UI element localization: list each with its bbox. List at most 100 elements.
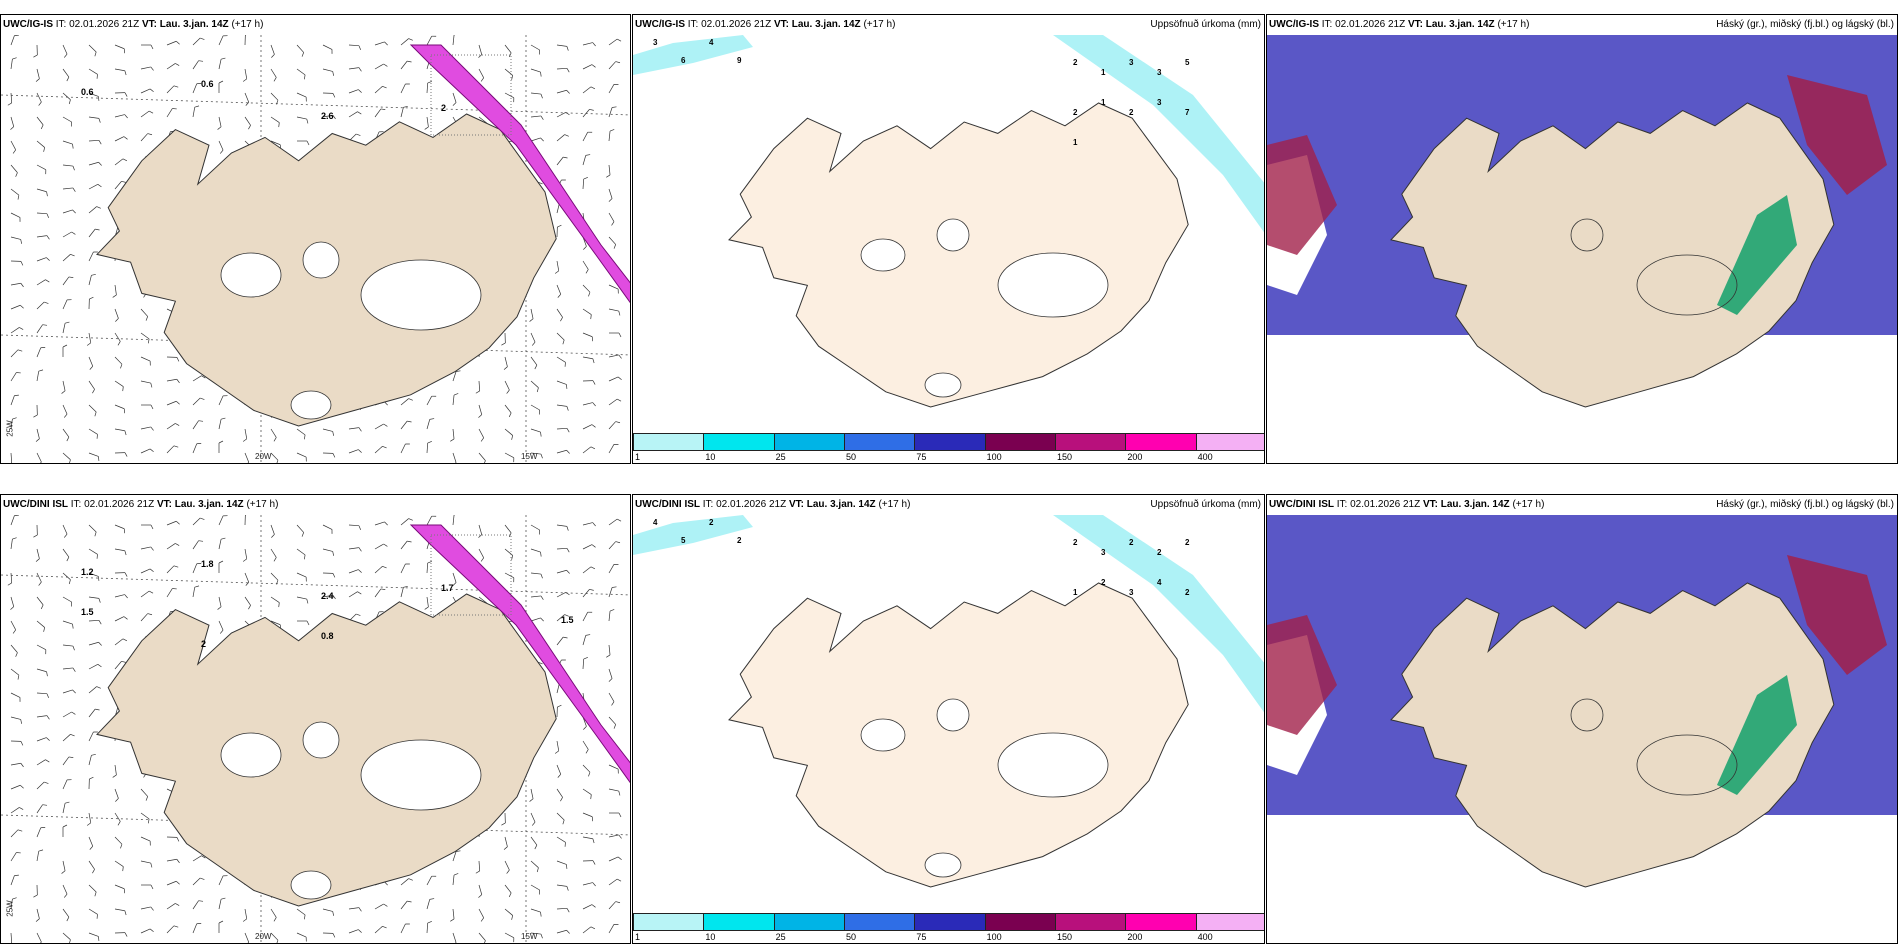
colorbar-swatch bbox=[1125, 433, 1197, 451]
colorbar-swatch bbox=[703, 913, 775, 931]
wind-barb bbox=[608, 541, 621, 550]
wind-barb bbox=[400, 540, 412, 550]
wind-barb bbox=[36, 620, 46, 632]
wind-barb bbox=[62, 908, 70, 922]
wind-barb bbox=[374, 85, 387, 94]
wind-barb bbox=[166, 858, 180, 864]
wind-speed-label: 2 bbox=[201, 639, 206, 649]
wind-barb bbox=[530, 356, 538, 370]
wind-barb bbox=[556, 547, 570, 553]
wind-barb bbox=[10, 349, 23, 358]
wind-barb bbox=[218, 560, 224, 573]
wind-barb bbox=[166, 836, 180, 842]
wind-barb bbox=[530, 452, 543, 459]
wind-barb bbox=[424, 116, 429, 130]
wind-barb bbox=[218, 80, 224, 93]
wind-barb bbox=[36, 759, 50, 766]
wind-barb bbox=[112, 284, 117, 298]
wind-barb bbox=[348, 591, 362, 598]
wind-barb bbox=[114, 68, 127, 76]
precip-value-label: 2 bbox=[1129, 108, 1134, 117]
colorbar-swatch bbox=[633, 913, 705, 931]
wind-barb bbox=[582, 566, 596, 574]
wind-barb bbox=[35, 548, 40, 562]
wind-barb bbox=[556, 764, 562, 778]
wind-barb bbox=[114, 380, 124, 392]
wind-barb bbox=[114, 548, 127, 556]
colorbar-swatch bbox=[1055, 913, 1127, 931]
wind-barb bbox=[244, 35, 250, 46]
wind-barb bbox=[114, 114, 128, 119]
wind-barb bbox=[114, 932, 128, 937]
wind-barb bbox=[582, 380, 596, 385]
wind-barb bbox=[114, 594, 128, 599]
wind-barb bbox=[36, 347, 46, 358]
wind-barb bbox=[88, 619, 102, 625]
cloud-map bbox=[1267, 515, 1897, 943]
wind-barb bbox=[322, 908, 335, 916]
colorbar-label: 25 bbox=[775, 932, 786, 942]
precip-value-label: 1 bbox=[1073, 138, 1078, 147]
wind-barb bbox=[608, 129, 615, 142]
wind-barb bbox=[10, 784, 24, 790]
precip-value-label: 2 bbox=[1101, 578, 1106, 587]
wind-barb bbox=[88, 860, 95, 874]
wind-barb bbox=[36, 572, 42, 586]
wind-barb bbox=[88, 753, 96, 766]
wind-barb bbox=[582, 611, 593, 622]
glacier bbox=[1636, 734, 1738, 796]
wind-barb bbox=[426, 395, 437, 406]
wind-barb bbox=[400, 563, 410, 574]
wind-barb bbox=[374, 521, 388, 526]
wind-barb bbox=[62, 884, 68, 898]
wind-barb bbox=[348, 427, 362, 432]
wind-barb bbox=[244, 572, 250, 586]
wind-barb bbox=[88, 296, 94, 310]
wind-barb bbox=[61, 860, 66, 874]
wind-barb bbox=[608, 668, 613, 682]
wind-barb bbox=[322, 68, 335, 76]
precip-value-label: 2 bbox=[1129, 538, 1134, 547]
wind-barb bbox=[530, 884, 541, 895]
wind-barb bbox=[218, 57, 226, 70]
wind-barb bbox=[62, 321, 70, 334]
precip-value-label: 5 bbox=[1185, 58, 1190, 67]
wind-barb bbox=[606, 164, 611, 178]
wind-barb bbox=[270, 524, 275, 538]
wind-barb bbox=[192, 397, 205, 406]
precip-value-label: 4 bbox=[1157, 578, 1162, 587]
wind-barb bbox=[608, 923, 619, 934]
wind-barb bbox=[36, 644, 47, 655]
wind-map: 0.6 0.6 2.6 2 bbox=[1, 35, 630, 463]
glacier bbox=[1570, 698, 1604, 732]
wind-barb bbox=[296, 92, 307, 102]
wind-barb bbox=[530, 932, 543, 939]
colorbar-swatch bbox=[773, 433, 845, 451]
wind-barb bbox=[504, 452, 515, 463]
wind-barb bbox=[10, 829, 23, 838]
wind-barb bbox=[529, 788, 534, 802]
colorbar-label: 50 bbox=[846, 452, 857, 462]
colorbar-label: 75 bbox=[916, 932, 927, 942]
panel-cloud-row1: UWC/IG-IS IT: 02.01.2026 21Z VT: Lau. 3.… bbox=[1266, 14, 1898, 464]
wind-barb bbox=[10, 897, 17, 910]
wind-barb bbox=[140, 788, 149, 801]
wind-barb bbox=[400, 923, 410, 934]
wind-barb bbox=[582, 154, 591, 166]
wind-barb bbox=[218, 417, 226, 430]
wind-barb bbox=[426, 560, 432, 574]
panel-cloud-row2: UWC/DINI ISL IT: 02.01.2026 21Z VT: Lau.… bbox=[1266, 494, 1898, 944]
glacier bbox=[220, 252, 282, 298]
precip-colorbar: 1 10 25 50 75 100 150 200 400 bbox=[633, 433, 1264, 463]
wind-barb bbox=[503, 836, 508, 850]
wind-barb bbox=[7, 452, 13, 463]
wind-barb bbox=[10, 304, 24, 310]
wind-barb bbox=[450, 908, 455, 922]
wind-barb bbox=[504, 908, 514, 920]
wind-barb bbox=[166, 378, 180, 384]
wind-barb bbox=[556, 67, 570, 73]
wind-barb bbox=[88, 273, 96, 286]
wind-barb bbox=[10, 282, 24, 288]
wind-barb bbox=[400, 105, 408, 118]
wind-barb bbox=[530, 380, 539, 393]
